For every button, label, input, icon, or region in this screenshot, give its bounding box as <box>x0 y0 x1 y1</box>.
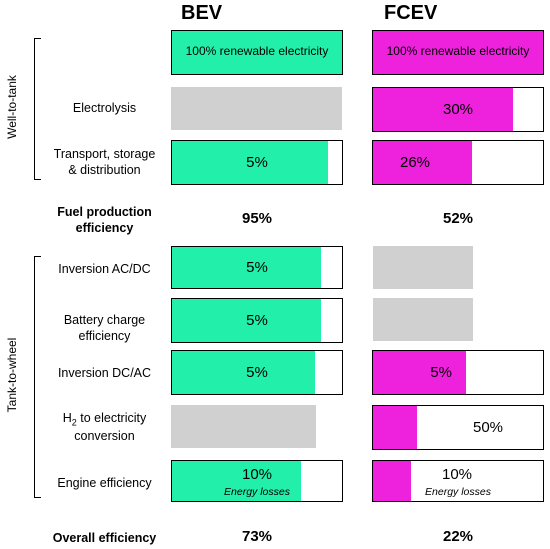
bev-engine-box: 10% Energy losses <box>171 460 343 502</box>
fcev-energy-losses-note: Energy losses <box>425 486 491 498</box>
bev-electrolysis-na-box <box>171 87 342 130</box>
well-to-tank-label: Well-to-tank <box>5 75 19 139</box>
row-label-inversion-dc-ac: Inversion DC/AC <box>57 366 152 380</box>
bev-inversion-dc-ac-value: 5% <box>246 364 268 381</box>
row-label-h2-conversion: H2 to electricity conversion <box>62 411 147 443</box>
fcev-electrolysis-value: 30% <box>442 101 474 118</box>
fcev-electrolysis-box: 30% <box>372 87 544 132</box>
bev-overall-efficiency-value: 73% <box>241 528 273 545</box>
fcev-renewable-label: 100% renewable electricity <box>386 44 530 58</box>
fcev-battery-charge-na-box <box>373 298 473 341</box>
row-label-electrolysis: Electrolysis <box>72 101 137 115</box>
fcev-engine-value: 10% <box>441 466 473 483</box>
fcev-h2-conversion-box: 50% <box>372 405 544 450</box>
bev-header: BEV <box>181 2 223 24</box>
bev-inversion-dc-ac-fill <box>172 351 315 394</box>
bev-renewable-label: 100% renewable electricity <box>185 44 329 58</box>
fcev-engine-fill <box>373 461 411 501</box>
row-label-transport: Transport, storage & distribution <box>53 147 156 177</box>
overall-efficiency-label: Overall efficiency <box>52 531 157 545</box>
tank-to-wheel-label: Tank-to-wheel <box>5 337 19 413</box>
bev-fuel-efficiency-value: 95% <box>241 210 273 227</box>
bev-inversion-ac-dc-box: 5% <box>171 246 343 289</box>
bev-h2-conversion-na-box <box>171 405 316 448</box>
bev-engine-value: 10% <box>241 466 273 483</box>
bev-battery-charge-box: 5% <box>171 298 343 343</box>
fcev-inversion-dc-ac-fill <box>373 351 466 394</box>
fcev-h2-conversion-fill <box>373 406 417 449</box>
bev-inversion-ac-dc-fill <box>172 247 321 288</box>
fcev-inversion-dc-ac-box: 5% <box>372 350 544 395</box>
bev-renewable-box: 100% renewable electricity <box>171 30 343 75</box>
bev-battery-charge-value: 5% <box>246 312 268 329</box>
fcev-header: FCEV <box>384 2 438 24</box>
fcev-renewable-box: 100% renewable electricity <box>372 30 544 75</box>
well-to-tank-bracket <box>34 38 41 180</box>
fcev-overall-efficiency-value: 22% <box>442 528 474 545</box>
row-label-inversion-ac-dc: Inversion AC/DC <box>58 262 151 276</box>
bev-inversion-dc-ac-box: 5% <box>171 350 343 395</box>
row-label-engine-efficiency: Engine efficiency <box>57 476 152 490</box>
bev-transport-box: 5% <box>171 140 343 185</box>
bev-transport-fill <box>172 141 328 184</box>
bev-energy-losses-note: Energy losses <box>224 486 290 498</box>
fcev-h2-conversion-value: 50% <box>472 419 504 436</box>
fcev-engine-box: 10% Energy losses <box>372 460 544 502</box>
fcev-transport-fill <box>373 141 472 184</box>
bev-transport-value: 5% <box>246 154 268 171</box>
fcev-transport-value: 26% <box>399 154 431 171</box>
fcev-transport-box: 26% <box>372 140 544 185</box>
row-label-battery-charge: Battery charge efficiency <box>63 313 146 343</box>
tank-to-wheel-bracket <box>34 256 41 498</box>
bev-inversion-ac-dc-value: 5% <box>246 259 268 276</box>
fuel-production-efficiency-label: Fuel production efficiency <box>57 205 152 236</box>
fcev-fuel-efficiency-value: 52% <box>442 210 474 227</box>
fcev-electrolysis-fill <box>373 88 513 131</box>
fcev-inversion-dc-ac-value: 5% <box>430 364 452 381</box>
bev-engine-fill <box>172 461 301 501</box>
fcev-inversion-ac-dc-na-box <box>373 246 473 289</box>
bev-battery-charge-fill <box>172 299 321 342</box>
